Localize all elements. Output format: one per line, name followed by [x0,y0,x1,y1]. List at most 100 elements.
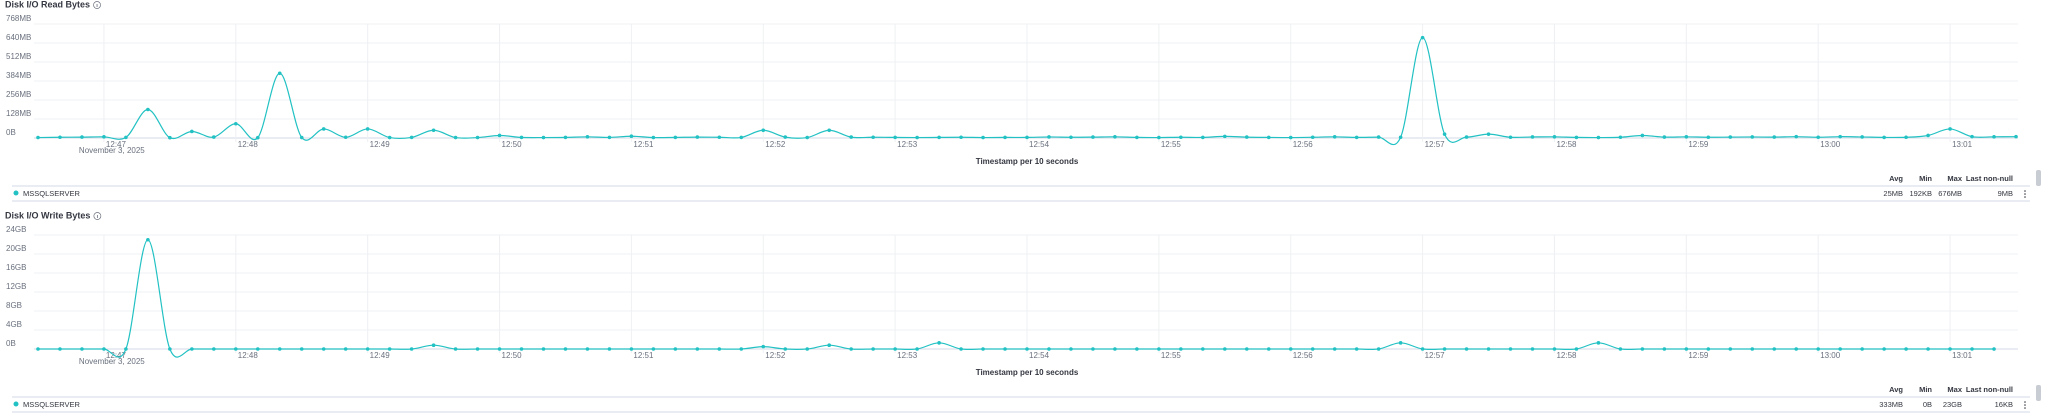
data-point [1157,135,1161,140]
x-tick-label: 12:52 [765,351,786,360]
menu-dot[interactable] [2024,193,2026,195]
data-point [871,347,875,351]
data-point [1113,347,1117,351]
data-point [190,129,194,134]
data-point [1244,347,1249,351]
y-tick-label: 0B [6,128,16,137]
data-point [1508,135,1513,140]
data-point [1904,135,1908,140]
data-point [1157,347,1161,351]
data-point [1047,347,1051,351]
data-point [1091,135,1095,139]
stat-value: 9MB [1998,189,2013,198]
y-tick-label: 24GB [6,225,26,234]
info-icon[interactable] [93,212,102,220]
data-point [1750,347,1755,351]
x-tick-label: 13:00 [1820,351,1841,360]
data-point [1179,347,1183,351]
data-point [1069,347,1073,351]
data-point [1266,347,1271,351]
menu-dot[interactable] [2024,190,2026,192]
x-tick-label: 12:49 [370,140,391,149]
x-date-label: November 3, 2025 [79,357,145,366]
data-point [497,347,502,351]
data-point [1223,347,1227,351]
legend-label[interactable]: MSSQLSERVER [23,189,81,198]
data-point [563,347,568,351]
data-point [717,135,722,140]
x-tick-label: 12:58 [1556,351,1577,360]
data-point [168,135,172,140]
x-tick-label: 12:48 [238,140,259,149]
data-point [2014,134,2018,139]
data-point [1354,347,1359,351]
x-tick-label: 12:57 [1425,140,1446,149]
data-point [1201,135,1205,140]
data-point [1025,135,1029,140]
legend-label[interactable]: MSSQLSERVER [23,400,81,409]
stat-header: Max [1947,385,1962,394]
menu-dot[interactable] [2024,404,2026,406]
data-point [783,135,788,139]
data-point [1926,347,1930,351]
data-point [805,135,810,140]
data-point [212,135,216,139]
data-point [1860,135,1864,139]
data-point [585,347,590,351]
data-point [321,347,326,351]
data-point [1904,347,1908,351]
data-point [1860,347,1864,351]
scrollbar[interactable] [2036,385,2041,401]
data-point [1464,347,1469,351]
data-point [1992,135,1996,139]
panel-title: Disk I/O Read Bytes [5,0,90,9]
data-point [717,347,722,351]
data-point [1926,133,1930,138]
scrollbar[interactable] [2036,170,2041,186]
x-tick-label: 12:56 [1293,140,1314,149]
data-point [1332,135,1337,139]
info-icon[interactable] [93,1,101,9]
data-point [1750,135,1755,139]
data-point [893,347,897,351]
data-point [1970,134,1974,139]
x-axis-title: Timestamp per 10 seconds [976,157,1079,166]
data-point [1069,135,1073,140]
data-point [563,135,568,140]
data-point [1398,341,1403,345]
data-point [299,135,304,140]
menu-dot[interactable] [2024,407,2026,409]
x-tick-label: 12:47 [106,140,127,149]
stat-value: 333MB [1879,400,1903,409]
data-point [1486,347,1491,351]
data-point [299,347,304,351]
menu-dot[interactable] [2024,401,2026,403]
data-point [190,347,194,351]
stat-header: Avg [1889,385,1903,394]
x-tick-label: 12:50 [502,351,523,360]
x-tick-label: 12:52 [765,140,786,149]
y-tick-label: 128MB [6,109,31,118]
data-point [761,128,766,133]
data-point [695,347,700,351]
stat-value: 23GB [1943,400,1962,409]
x-date-label: November 3, 2025 [79,146,145,155]
data-point [1948,127,1952,131]
data-point [1310,135,1315,140]
x-tick-label: 12:50 [502,140,523,149]
data-point [1596,135,1601,140]
data-point [519,347,524,351]
legend-swatch[interactable] [13,190,19,196]
data-point [1288,347,1293,351]
data-point [1530,347,1535,351]
data-point [1442,347,1447,351]
stat-header: Last non-null [1966,385,2013,394]
data-point [255,135,260,140]
data-point [475,135,480,140]
data-point [1618,135,1623,140]
data-point [343,347,348,351]
legend-swatch[interactable] [13,401,19,407]
data-point [805,347,810,351]
menu-dot[interactable] [2024,196,2026,198]
